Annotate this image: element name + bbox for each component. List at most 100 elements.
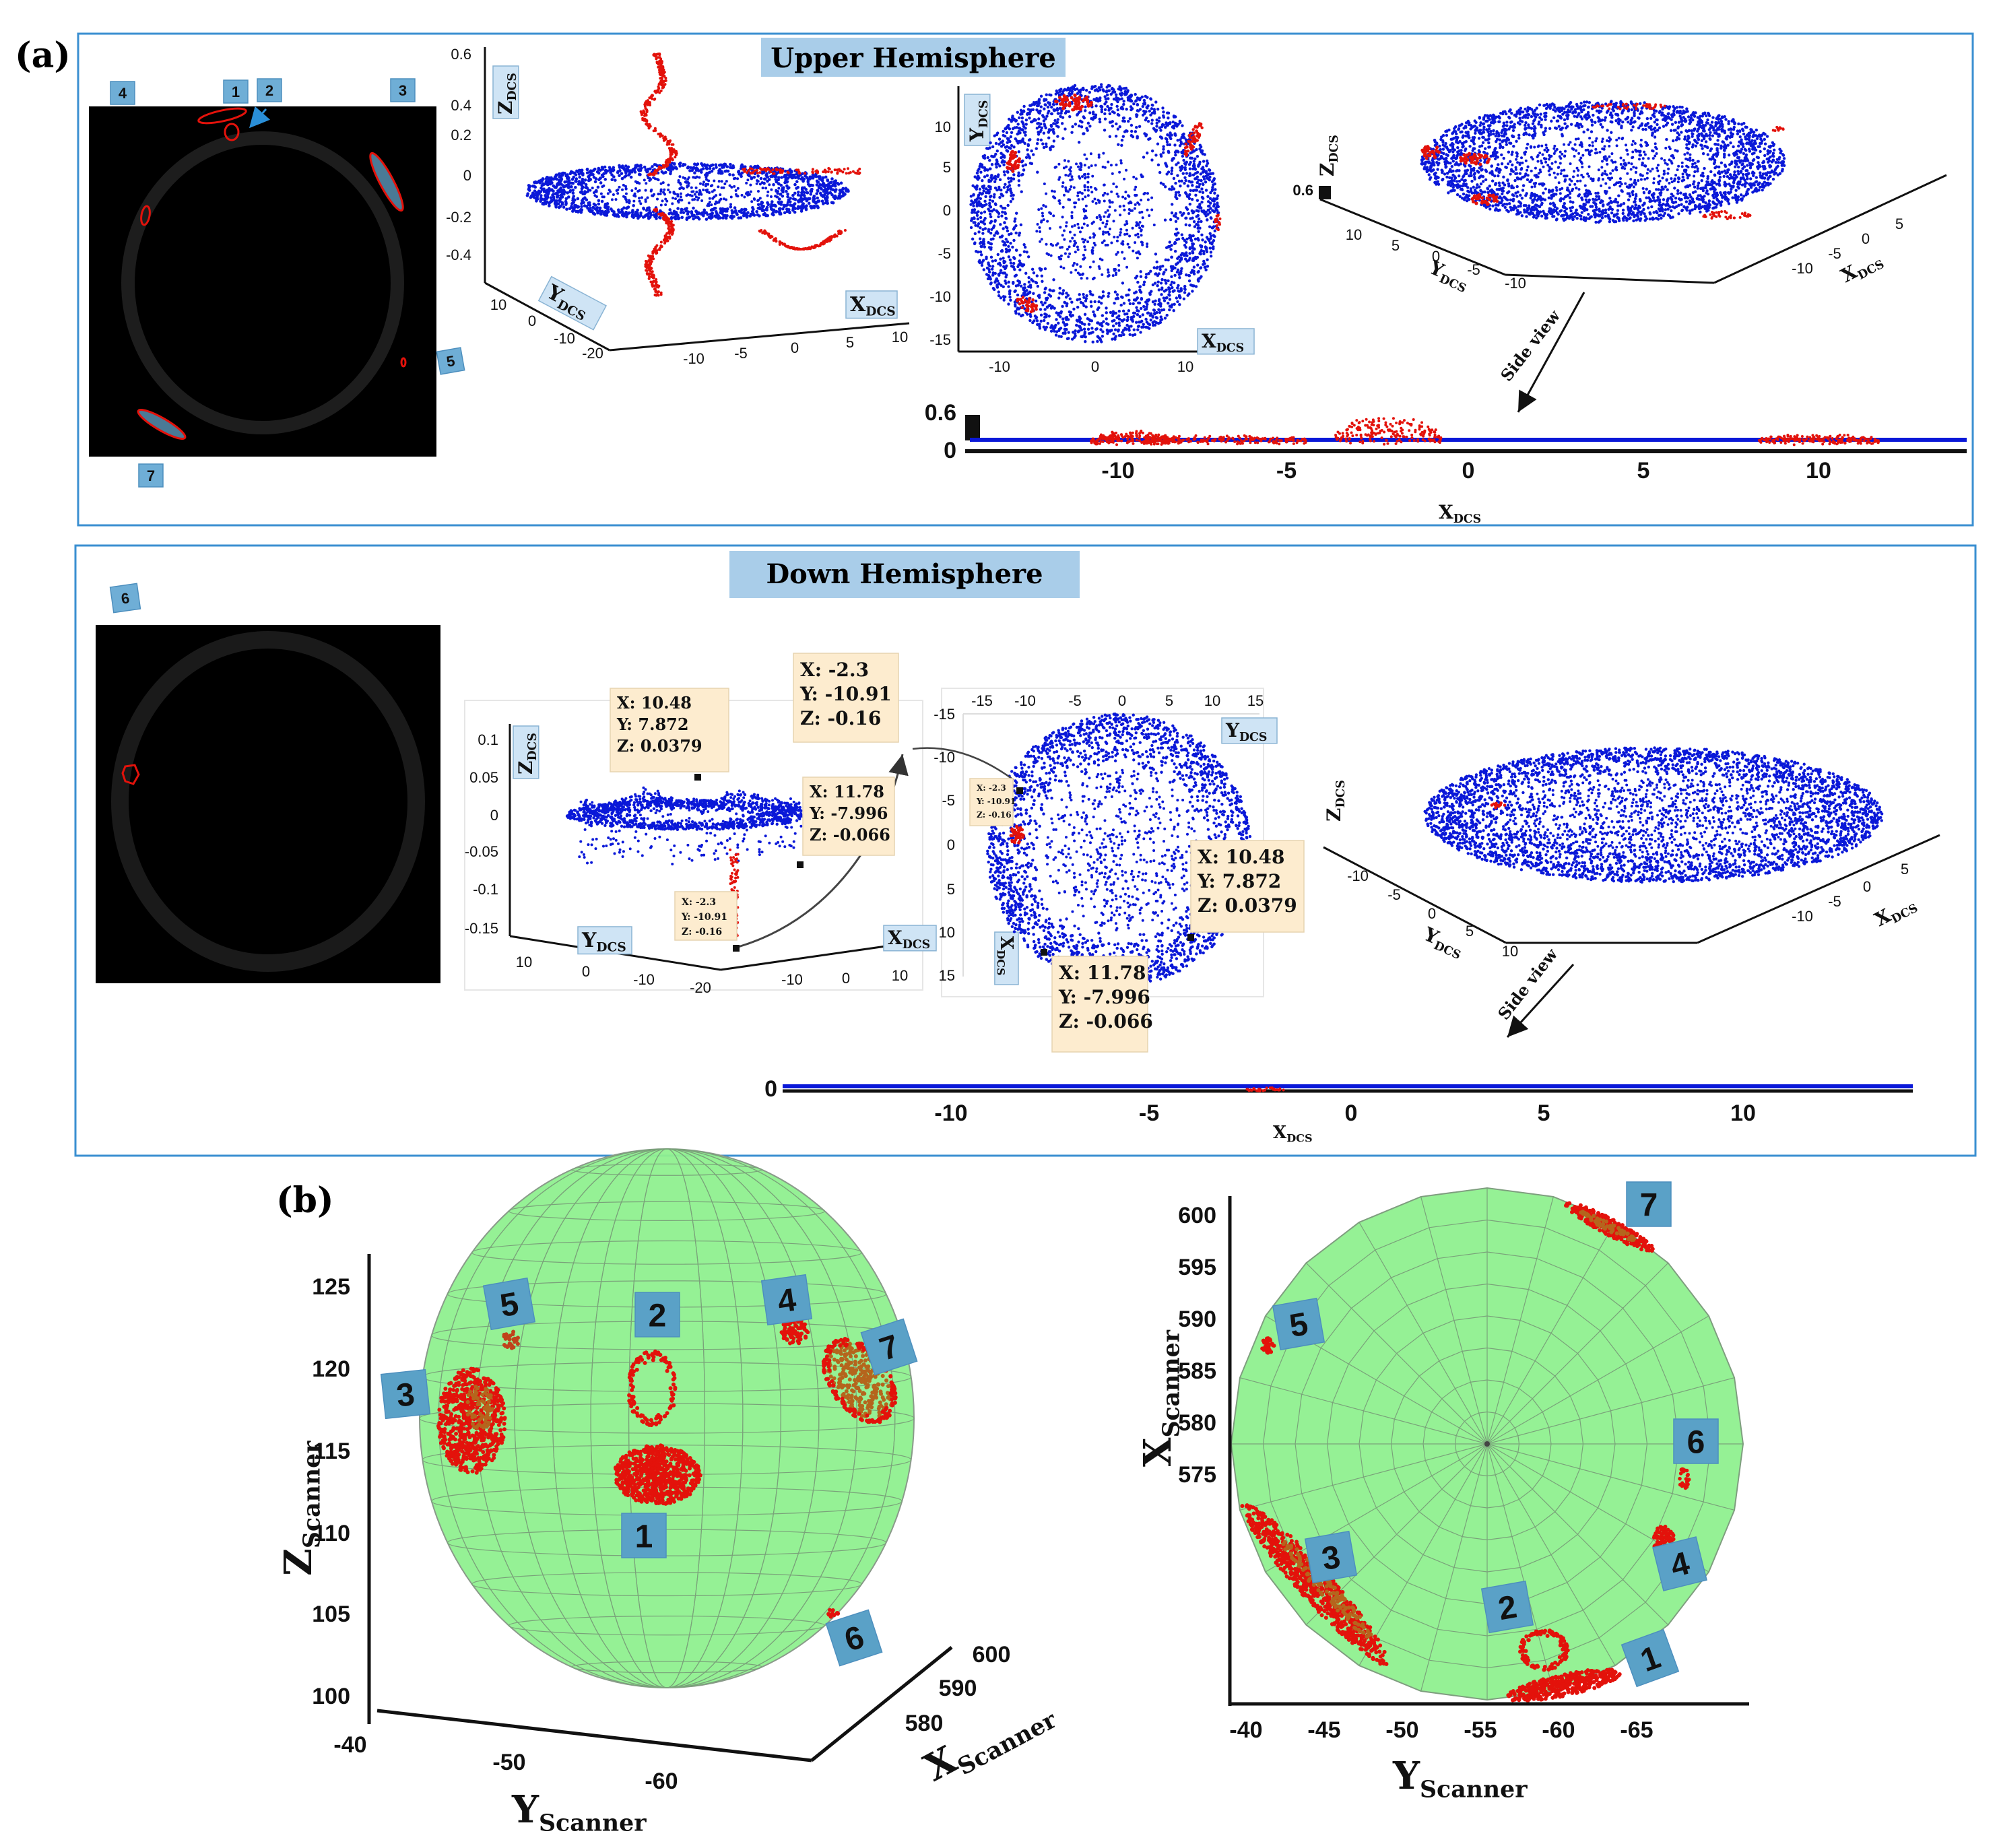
up3d-z-tick: 0	[463, 167, 471, 184]
uptop-ring-pt	[1070, 301, 1073, 304]
up3d-disk-pt	[623, 175, 626, 178]
uptop-core-pt	[1095, 202, 1098, 205]
uptop-core-pt	[1108, 199, 1111, 202]
uptop-x-tick: 10	[1177, 358, 1193, 375]
uptop-ring-pt	[1007, 285, 1010, 288]
uptop-ring-pt	[1035, 300, 1037, 302]
up3d-disk-pt	[729, 205, 732, 209]
uptop-ring-pt	[1053, 139, 1055, 142]
uptop-ring-pt	[1179, 185, 1181, 187]
uptop-ring-pt	[979, 216, 982, 219]
up3d-red-pt	[821, 242, 824, 244]
up3d-disk-inner-pt	[768, 183, 771, 186]
up3d-disk-pt	[757, 203, 760, 207]
up3d-disk-inner-pt	[662, 191, 665, 194]
uptop-ring-pt	[1169, 248, 1172, 251]
uptop-ring-pt	[1157, 303, 1160, 306]
uptop-ring-pt	[1043, 319, 1045, 322]
up3d-disk-inner-pt	[691, 195, 694, 197]
uptop-ring-pt	[1016, 308, 1018, 310]
uptop-ring-pt	[1010, 194, 1012, 197]
uptop-ring-pt	[1103, 95, 1106, 98]
uptop-ring-pt	[1170, 172, 1173, 175]
uptop-core-pt	[1124, 197, 1127, 200]
uptop-ring-pt	[1078, 90, 1080, 92]
uptop-ring-pt	[1010, 177, 1012, 180]
up3d-red-pt	[828, 236, 831, 238]
up3d-red-pt	[645, 260, 647, 263]
uptop-ring-pt	[989, 180, 992, 183]
up3d-disk-inner-pt	[634, 187, 637, 190]
up3d-red-pt	[667, 218, 670, 221]
uptop-ring-pt	[1169, 137, 1172, 140]
up3d-disk-inner-pt	[609, 191, 612, 193]
up3d-disk-pt	[562, 205, 566, 209]
uptop-red-pt	[1065, 104, 1068, 107]
up3d-disk-pt	[734, 209, 738, 213]
up3d-x-tick: 10	[892, 329, 908, 345]
uptop-ring-pt	[1006, 249, 1009, 252]
uptop-ring-pt	[1156, 281, 1159, 284]
uptop-ring-pt	[1191, 198, 1193, 201]
uptop-core-pt	[1084, 195, 1086, 198]
uptop-core-pt	[1115, 273, 1117, 276]
up3d-disk-pt	[738, 172, 741, 176]
uptop-ring-pt	[1138, 125, 1141, 128]
uptop-ring-pt	[1070, 131, 1073, 133]
uptop-ring-pt	[995, 284, 998, 286]
uptop-ring-pt	[1121, 97, 1123, 100]
uptop-ring-pt	[977, 174, 979, 177]
uptop-ring-pt	[1212, 178, 1215, 181]
uptop-core-pt	[1110, 164, 1113, 166]
uptop-red-pt	[1009, 157, 1012, 160]
uptop-core-pt	[1080, 162, 1082, 165]
uptop-ring-pt	[1163, 296, 1165, 299]
uptop-ring-pt	[1177, 238, 1180, 240]
uptop-ring-pt	[1118, 324, 1121, 327]
up3d-red-pt	[655, 57, 657, 60]
uptop-core-pt	[1090, 186, 1092, 189]
uptop-ring-pt	[1189, 161, 1191, 164]
up3d-disk-pt	[696, 168, 699, 171]
uptop-ring-pt	[1120, 144, 1123, 147]
uptop-x-tick: -10	[989, 358, 1010, 375]
uptop-ring-pt	[1133, 328, 1136, 331]
uptop-ring-pt	[1153, 312, 1156, 315]
uptop-ring-pt	[1122, 103, 1125, 106]
uptop-ring-pt	[1209, 191, 1212, 194]
uptop-ring-pt	[1202, 166, 1204, 168]
up3d-disk-inner-pt	[750, 191, 752, 193]
up3d-red-pt	[660, 76, 663, 79]
uptop-core-pt	[1059, 226, 1061, 228]
up3d-disk-inner-pt	[729, 203, 732, 205]
uptop-ring-pt	[1169, 240, 1171, 243]
uptop-ring-pt	[1211, 246, 1214, 249]
uptop-ring-pt	[1171, 185, 1173, 188]
uptop-ring-pt	[987, 228, 990, 231]
uptop-ring-pt	[1014, 137, 1017, 140]
uptop-ring-pt	[990, 256, 993, 259]
up3d-disk-inner-pt	[708, 204, 711, 207]
uptop-ring-pt	[1093, 117, 1096, 119]
uptop-ring-pt	[1039, 131, 1041, 133]
uptop-ring-pt	[991, 260, 994, 263]
up3d-red-pt	[657, 249, 660, 251]
up3d-disk-pt	[772, 183, 775, 187]
uptop-ring-pt	[1175, 263, 1178, 265]
uptop-ring-pt	[1188, 174, 1191, 177]
uptop-ring-pt	[1088, 91, 1091, 94]
uptop-ring-pt	[1180, 180, 1183, 183]
up3d-disk-pt	[636, 211, 639, 215]
uptop-ring-pt	[1144, 308, 1146, 310]
uptop-ring-pt	[1178, 303, 1181, 306]
uptop-core-pt	[1146, 192, 1149, 195]
up3d-disk-pt	[810, 184, 814, 187]
uptop-ring-pt	[1084, 109, 1086, 112]
uptop-ring-pt	[972, 193, 975, 196]
uptop-core-pt	[1137, 236, 1140, 238]
up3d-disk-pt	[580, 205, 583, 208]
uptop-ring-pt	[1197, 209, 1200, 212]
uptop-ring-pt	[1017, 172, 1020, 174]
uptop-core-pt	[1045, 205, 1047, 208]
